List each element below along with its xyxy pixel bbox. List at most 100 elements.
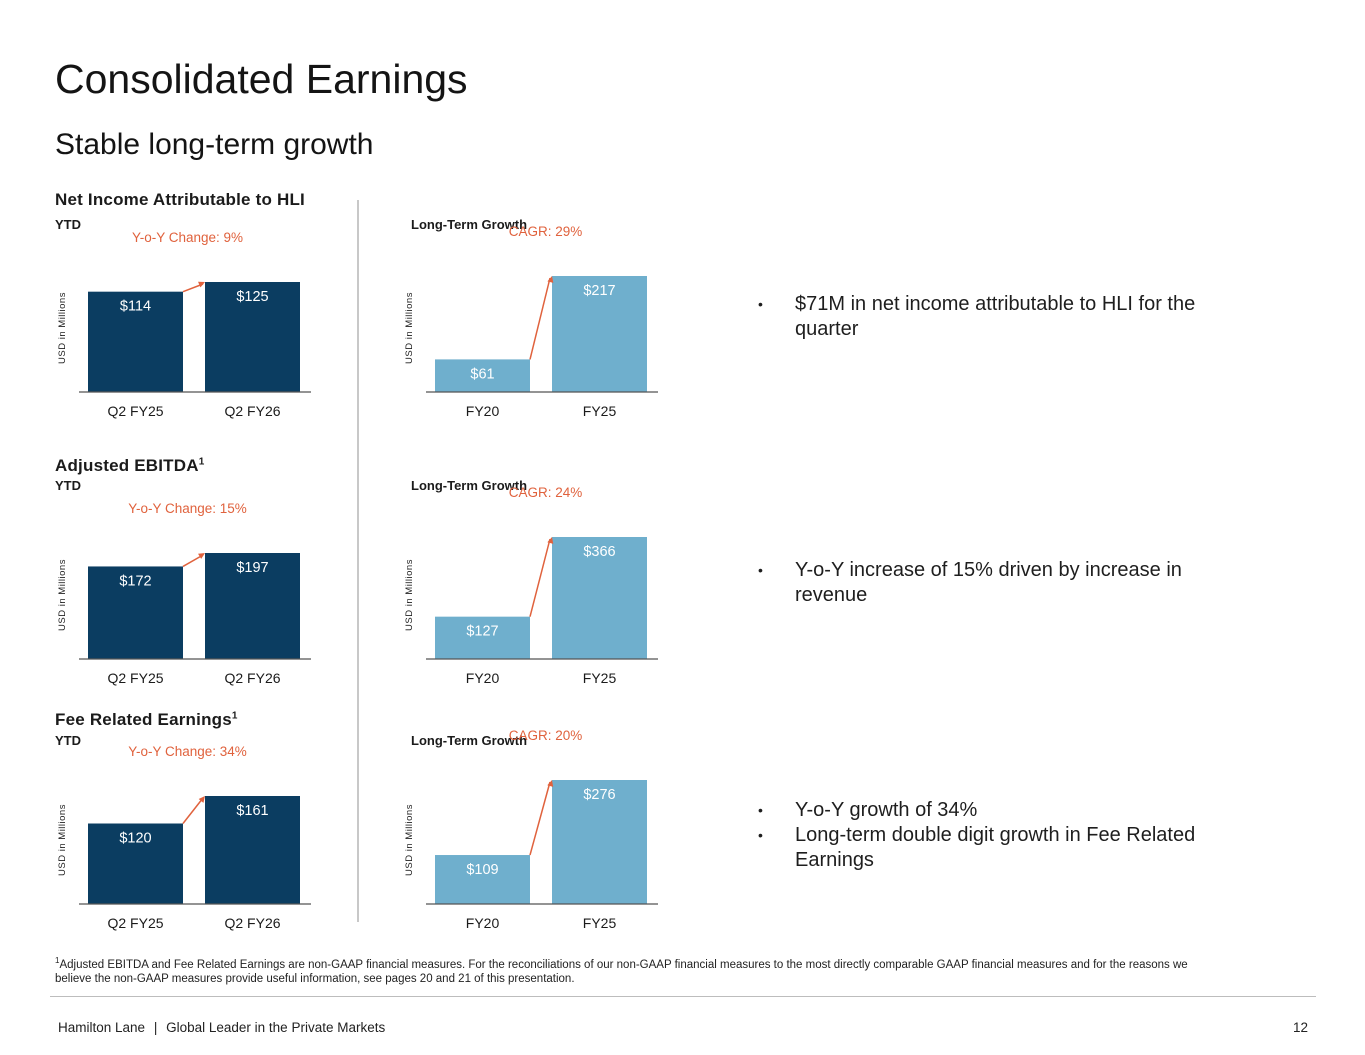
growth-arrow-head (198, 281, 205, 288)
annotation-label: Y-o-Y Change: 9% (132, 230, 243, 245)
bullet-text: $71M in net income attributable to HLI f… (795, 293, 1196, 340)
bullet-item: • Y-o-Y growth of 34% (758, 798, 1238, 823)
y-axis-label: USD in Millions (57, 559, 68, 631)
x-tick-label: Q2 FY26 (224, 403, 280, 419)
data-label: $217 (583, 283, 615, 299)
growth-arrow-head (198, 553, 205, 559)
annotation-label: CAGR: 29% (509, 224, 583, 239)
y-axis-label: USD in Millions (404, 804, 415, 876)
x-tick-label: Q2 FY25 (107, 670, 163, 686)
section-title-text: Fee Related Earnings (55, 710, 232, 729)
section-title-fee-related-earnings: Fee Related Earnings1 (55, 710, 238, 730)
bar-fy20 (435, 616, 530, 659)
growth-arrow-head (547, 537, 554, 544)
x-tick-label: FY25 (583, 915, 617, 931)
section-title-text: Net Income Attributable to HLI (55, 190, 305, 209)
growth-arrow-line (182, 554, 204, 568)
bullet-text: Y-o-Y increase of 15% driven by increase… (795, 559, 1182, 606)
bar-q2-fy25 (88, 566, 183, 659)
data-label: $109 (466, 862, 498, 878)
x-tick-label: FY20 (466, 670, 500, 686)
long-term-label: Long-Term Growth (411, 478, 528, 493)
data-label: $125 (236, 289, 268, 305)
data-label: $276 (583, 787, 615, 803)
x-tick-label: Q2 FY25 (107, 403, 163, 419)
x-tick-label: Q2 FY26 (224, 915, 280, 931)
footnote-text: Adjusted EBITDA and Fee Related Earnings… (55, 958, 1188, 986)
chart-fre-ytd: USD in Millions Y-o-Y Change: 34% $120 Q2 F… (57, 744, 311, 931)
y-axis-label: USD in Millions (404, 292, 415, 364)
bullet-list-ebitda: • Y-o-Y increase of 15% driven by increas… (758, 558, 1238, 608)
growth-arrow-line (529, 538, 551, 617)
footnote: 1Adjusted EBITDA and Fee Related Earning… (55, 954, 1225, 987)
section-title-text: Adjusted EBITDA (55, 456, 199, 475)
footnote-mark: 1 (198, 456, 205, 468)
chart-ebitda-ytd: USD in Millions Y-o-Y Change: 15% $172 Q2 F… (57, 501, 311, 686)
y-axis-label: USD in Millions (57, 804, 68, 876)
growth-arrow-line (182, 797, 204, 824)
x-tick-label: Q2 FY25 (107, 915, 163, 931)
bullet-dot: • (758, 296, 763, 312)
bullet-list-net-income: • $71M in net income attributable to HLI … (758, 292, 1238, 342)
footer-brand: Hamilton Lane | Global Leader in the Pri… (58, 1020, 385, 1035)
growth-arrow-head (547, 780, 554, 787)
chart-net-income-ytd: USD in Millions Y-o-Y Change: 9% $114 Q2 FY… (57, 230, 311, 419)
page-number: 12 (1293, 1020, 1309, 1035)
footnote-mark: 1 (55, 956, 60, 965)
x-tick-label: FY25 (583, 670, 617, 686)
data-label: $114 (120, 299, 151, 315)
data-label: $366 (583, 544, 615, 560)
bullet-item: • $71M in net income attributable to HLI … (758, 292, 1238, 342)
footnote-mark: 1 (231, 710, 238, 722)
bullet-dot: • (758, 562, 763, 578)
bar-q2-fy26 (205, 553, 300, 659)
period-label: YTD (55, 478, 81, 493)
page-subtitle: Stable long-term growth (55, 128, 374, 161)
bullet-dot: • (758, 827, 763, 843)
data-label: $197 (236, 560, 268, 576)
bar-q2-fy25 (88, 823, 183, 904)
bar-fy25 (552, 537, 647, 659)
bullet-list-fre: • Y-o-Y growth of 34% • Long-term double d… (758, 798, 1238, 873)
annotation-label: CAGR: 20% (509, 728, 583, 743)
bullet-text: Long-term double digit growth in Fee Rel… (795, 824, 1196, 871)
y-axis-label: USD in Millions (57, 292, 68, 364)
x-tick-label: FY20 (466, 915, 500, 931)
bullet-item: • Long-term double digit growth in Fee Re… (758, 823, 1238, 873)
footer-divider (50, 996, 1316, 997)
growth-arrow-head (198, 796, 205, 803)
chart-fre-long-term: USD in Millions CAGR: 20% $109 FY20 $276 FY25 (404, 728, 658, 931)
annotation-label: Y-o-Y Change: 15% (128, 501, 247, 516)
data-label: $127 (466, 624, 498, 640)
footer-separator: | (153, 1020, 158, 1035)
footer-tagline: Global Leader in the Private Markets (166, 1020, 386, 1035)
growth-arrow-head (547, 276, 554, 283)
chart-net-income-long-term: USD in Millions CAGR: 29% $61 FY20 $217 FY25 (404, 224, 658, 419)
growth-arrow-line (529, 781, 551, 856)
chart-ebitda-long-term: USD in Millions CAGR: 24% $127 FY20 $366 FY25 (404, 485, 658, 686)
bullet-dot: • (758, 802, 763, 818)
x-tick-label: FY25 (583, 403, 617, 419)
long-term-label: Long-Term Growth (411, 733, 528, 748)
y-axis-label: USD in Millions (404, 559, 415, 631)
growth-arrow-line (529, 277, 551, 360)
section-title-net-income: Net Income Attributable to HLI (55, 190, 305, 210)
x-tick-label: Q2 FY26 (224, 670, 280, 686)
period-label: YTD (55, 733, 81, 748)
x-tick-label: FY20 (466, 403, 500, 419)
bar-q2-fy26 (205, 282, 300, 392)
footer-company: Hamilton Lane (58, 1020, 146, 1035)
period-label: YTD (55, 217, 81, 232)
long-term-label: Long-Term Growth (411, 217, 528, 232)
annotation-label: Y-o-Y Change: 34% (128, 744, 247, 759)
page-title: Consolidated Earnings (55, 56, 468, 102)
data-label: $161 (236, 803, 268, 819)
bar-fy25 (552, 780, 647, 904)
bar-fy25 (552, 276, 647, 392)
bar-q2-fy26 (205, 796, 300, 904)
data-label: $61 (470, 366, 494, 382)
annotation-label: CAGR: 24% (509, 485, 583, 500)
bar-fy20 (435, 855, 530, 904)
column-divider (357, 200, 359, 922)
section-title-adjusted-ebitda: Adjusted EBITDA1 (55, 456, 205, 476)
